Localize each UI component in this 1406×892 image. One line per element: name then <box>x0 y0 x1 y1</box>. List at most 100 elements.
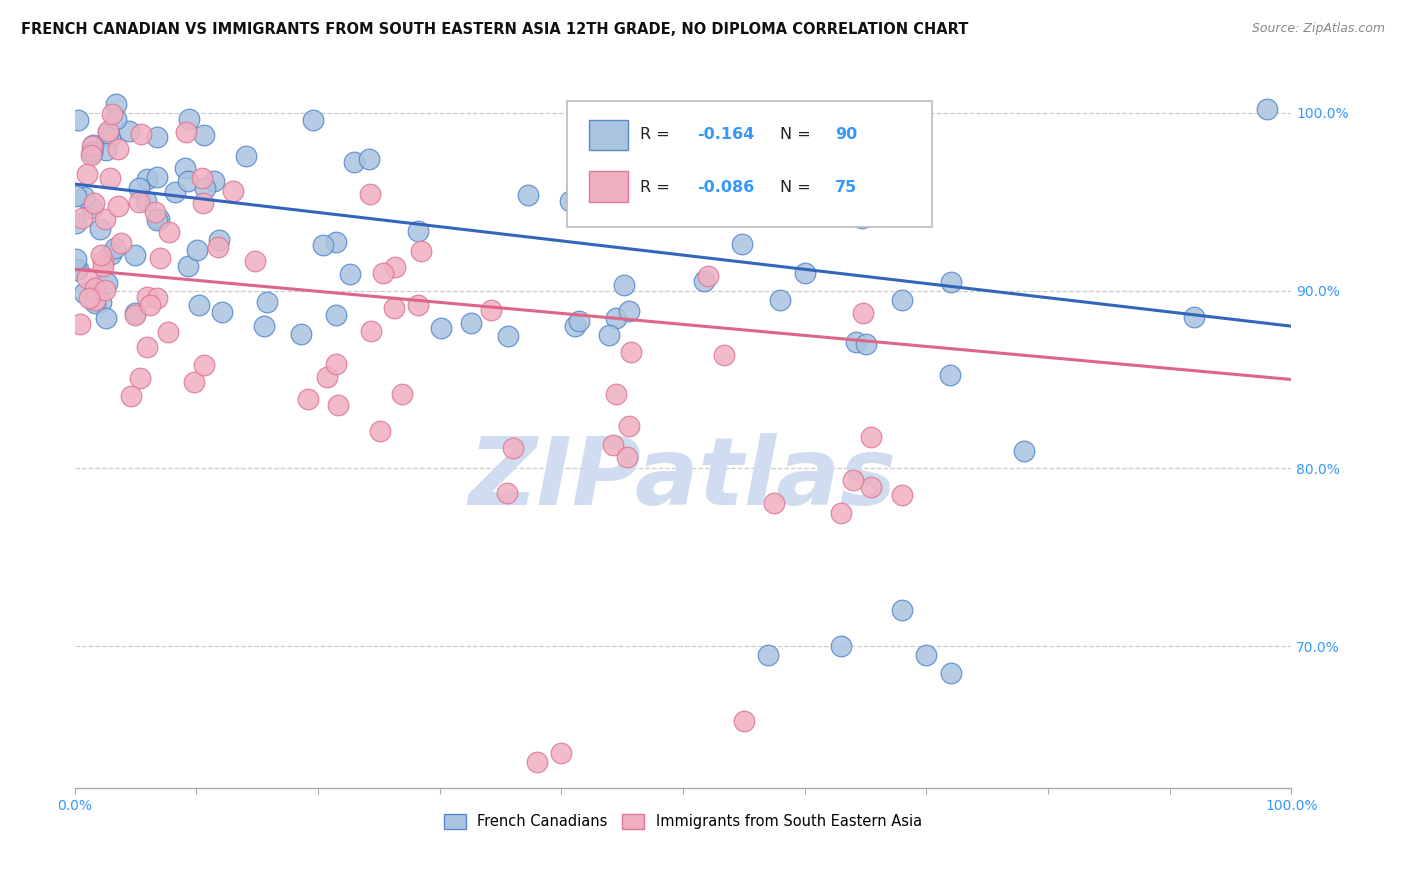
Point <box>70 211 93 226</box>
Point <box>526 755 548 769</box>
Point <box>382 301 405 315</box>
Point <box>602 437 624 451</box>
Point <box>90 295 112 310</box>
Point <box>357 152 380 166</box>
Point <box>135 290 157 304</box>
Point <box>221 185 243 199</box>
Point <box>84 293 107 307</box>
Point <box>1256 103 1278 117</box>
Point <box>325 358 347 372</box>
Point <box>89 222 111 236</box>
Point <box>516 187 538 202</box>
Point <box>564 318 586 333</box>
Point <box>124 248 146 262</box>
Point <box>406 298 429 312</box>
Point <box>384 260 406 274</box>
Point <box>91 259 114 273</box>
Point <box>163 185 186 199</box>
Point <box>939 665 962 680</box>
Point <box>891 293 914 307</box>
Point <box>696 268 718 283</box>
Point <box>65 252 87 267</box>
Text: ZIPatlas: ZIPatlas <box>470 433 897 524</box>
Point <box>98 130 121 145</box>
Point <box>83 196 105 211</box>
FancyBboxPatch shape <box>568 101 932 227</box>
Point <box>907 189 929 203</box>
Point <box>852 306 875 320</box>
Point <box>316 369 339 384</box>
Point <box>409 244 432 258</box>
Text: 90: 90 <box>835 128 858 142</box>
Point <box>183 375 205 389</box>
Point <box>253 319 276 334</box>
Point <box>617 303 640 318</box>
Point <box>174 125 197 139</box>
Point <box>191 171 214 186</box>
Bar <box>589 171 628 202</box>
Point <box>67 262 90 277</box>
Point <box>891 488 914 502</box>
Text: R =: R = <box>640 180 675 194</box>
Point <box>128 371 150 385</box>
Point <box>207 240 229 254</box>
Text: FRENCH CANADIAN VS IMMIGRANTS FROM SOUTH EASTERN ASIA 12TH GRADE, NO DIPLOMA COR: FRENCH CANADIAN VS IMMIGRANTS FROM SOUTH… <box>21 22 969 37</box>
Point <box>65 189 87 203</box>
Point <box>245 253 267 268</box>
Point <box>129 127 152 141</box>
Point <box>149 251 172 265</box>
Point <box>498 328 520 343</box>
Point <box>174 161 197 175</box>
Point <box>208 233 231 247</box>
Text: R =: R = <box>640 128 675 142</box>
Point <box>502 442 524 456</box>
Point <box>89 248 111 262</box>
Point <box>84 296 107 310</box>
Point <box>105 112 128 127</box>
Point <box>104 97 127 112</box>
Point <box>193 128 215 142</box>
Point <box>177 112 200 127</box>
Point <box>325 308 347 322</box>
Point <box>616 450 638 464</box>
Point <box>830 639 852 653</box>
Point <box>360 324 382 338</box>
Point <box>359 187 381 202</box>
Point <box>157 325 180 339</box>
Point <box>146 169 169 184</box>
Point <box>842 473 865 487</box>
Point <box>98 171 121 186</box>
Text: N =: N = <box>780 180 817 194</box>
Point <box>860 480 883 494</box>
Point <box>568 314 591 328</box>
Point <box>135 194 157 208</box>
Point <box>76 271 98 285</box>
Text: Source: ZipAtlas.com: Source: ZipAtlas.com <box>1251 22 1385 36</box>
Point <box>613 278 636 293</box>
Point <box>66 113 89 128</box>
Point <box>297 392 319 406</box>
Point <box>73 190 96 204</box>
Point <box>97 124 120 138</box>
Point <box>855 337 877 351</box>
Point <box>128 181 150 195</box>
Point <box>82 137 104 152</box>
Point <box>939 368 962 382</box>
Point <box>769 293 792 307</box>
Point <box>157 225 180 239</box>
Point <box>763 496 786 510</box>
Point <box>146 291 169 305</box>
Point <box>69 317 91 331</box>
Point <box>733 714 755 728</box>
Text: N =: N = <box>780 128 817 142</box>
Point <box>845 335 868 350</box>
Point <box>93 283 115 297</box>
Point <box>343 155 366 169</box>
Point <box>851 211 873 226</box>
Bar <box>589 120 628 150</box>
Point <box>101 107 124 121</box>
Point <box>302 112 325 127</box>
Point <box>84 281 107 295</box>
Point <box>176 174 198 188</box>
Point <box>430 321 453 335</box>
